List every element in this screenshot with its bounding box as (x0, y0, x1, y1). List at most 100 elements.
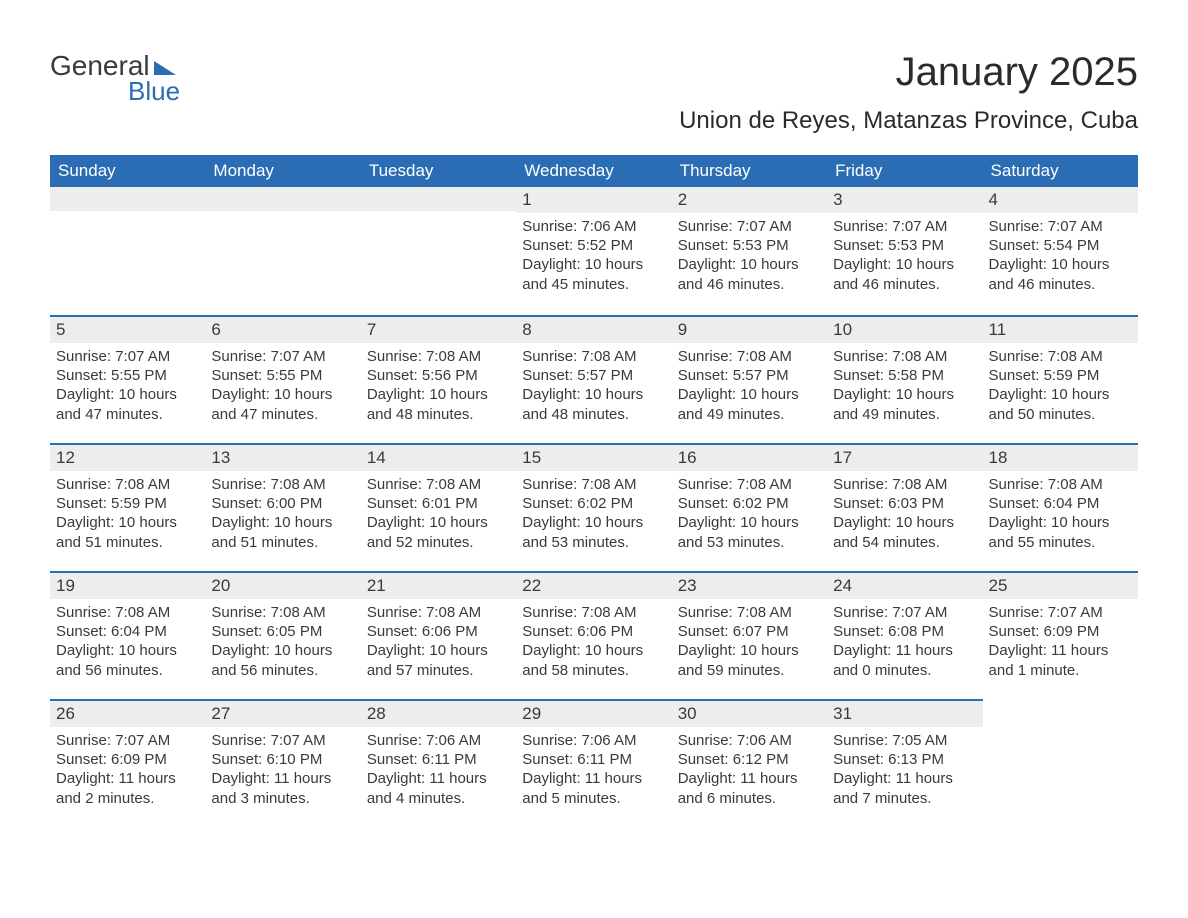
daylight-line: Daylight: 11 hours and 1 minute. (989, 641, 1132, 679)
sunrise-line: Sunrise: 7:07 AM (678, 217, 821, 236)
day-number: 9 (672, 315, 827, 343)
sunset-line: Sunset: 5:52 PM (522, 236, 665, 255)
calendar-cell: 13Sunrise: 7:08 AMSunset: 6:00 PMDayligh… (205, 443, 360, 571)
calendar-table: SundayMondayTuesdayWednesdayThursdayFrid… (50, 155, 1138, 827)
calendar-row: 1Sunrise: 7:06 AMSunset: 5:52 PMDaylight… (50, 187, 1138, 315)
daylight-line: Daylight: 10 hours and 52 minutes. (367, 513, 510, 551)
daylight-line: Daylight: 10 hours and 47 minutes. (56, 385, 199, 423)
sunset-line: Sunset: 6:07 PM (678, 622, 821, 641)
sunrise-line: Sunrise: 7:06 AM (367, 731, 510, 750)
sunset-line: Sunset: 6:11 PM (522, 750, 665, 769)
day-number: 27 (205, 699, 360, 727)
sunrise-line: Sunrise: 7:08 AM (678, 603, 821, 622)
day-number: 12 (50, 443, 205, 471)
day-details: Sunrise: 7:08 AMSunset: 6:06 PMDaylight:… (361, 599, 516, 686)
day-number: 17 (827, 443, 982, 471)
sunset-line: Sunset: 5:57 PM (522, 366, 665, 385)
day-number: 19 (50, 571, 205, 599)
sunrise-line: Sunrise: 7:08 AM (56, 603, 199, 622)
day-details: Sunrise: 7:06 AMSunset: 5:52 PMDaylight:… (516, 213, 671, 300)
weekday-header: Thursday (672, 155, 827, 187)
sunrise-line: Sunrise: 7:08 AM (367, 347, 510, 366)
sunrise-line: Sunrise: 7:08 AM (522, 347, 665, 366)
day-details: Sunrise: 7:08 AMSunset: 6:06 PMDaylight:… (516, 599, 671, 686)
calendar-cell: 17Sunrise: 7:08 AMSunset: 6:03 PMDayligh… (827, 443, 982, 571)
day-number: 22 (516, 571, 671, 599)
daylight-line: Daylight: 10 hours and 46 minutes. (989, 255, 1132, 293)
sunset-line: Sunset: 5:57 PM (678, 366, 821, 385)
daylight-line: Daylight: 11 hours and 4 minutes. (367, 769, 510, 807)
sunrise-line: Sunrise: 7:07 AM (211, 347, 354, 366)
daylight-line: Daylight: 10 hours and 48 minutes. (522, 385, 665, 423)
weekday-header: Sunday (50, 155, 205, 187)
sunrise-line: Sunrise: 7:08 AM (678, 347, 821, 366)
calendar-cell: 20Sunrise: 7:08 AMSunset: 6:05 PMDayligh… (205, 571, 360, 699)
day-details: Sunrise: 7:07 AMSunset: 6:09 PMDaylight:… (50, 727, 205, 814)
calendar-cell: 27Sunrise: 7:07 AMSunset: 6:10 PMDayligh… (205, 699, 360, 827)
daylight-line: Daylight: 10 hours and 51 minutes. (56, 513, 199, 551)
daylight-line: Daylight: 10 hours and 53 minutes. (522, 513, 665, 551)
page-title: January 2025 (679, 50, 1138, 95)
day-number: 4 (983, 187, 1138, 213)
day-details: Sunrise: 7:08 AMSunset: 5:58 PMDaylight:… (827, 343, 982, 430)
calendar-cell: 18Sunrise: 7:08 AMSunset: 6:04 PMDayligh… (983, 443, 1138, 571)
day-number: 7 (361, 315, 516, 343)
day-number: 20 (205, 571, 360, 599)
day-details: Sunrise: 7:08 AMSunset: 6:05 PMDaylight:… (205, 599, 360, 686)
day-number: 16 (672, 443, 827, 471)
calendar-cell: 6 Sunrise: 7:07 AMSunset: 5:55 PMDaylight… (205, 315, 360, 443)
sunrise-line: Sunrise: 7:08 AM (211, 475, 354, 494)
weekday-header: Monday (205, 155, 360, 187)
sunrise-line: Sunrise: 7:08 AM (522, 603, 665, 622)
location-subtitle: Union de Reyes, Matanzas Province, Cuba (679, 107, 1138, 135)
day-details: Sunrise: 7:07 AMSunset: 5:53 PMDaylight:… (672, 213, 827, 300)
day-number: 6 (205, 315, 360, 343)
sunrise-line: Sunrise: 7:08 AM (989, 347, 1132, 366)
day-details: Sunrise: 7:06 AMSunset: 6:11 PMDaylight:… (361, 727, 516, 814)
day-number: 24 (827, 571, 982, 599)
calendar-cell: 23 Sunrise: 7:08 AMSunset: 6:07 PMDayligh… (672, 571, 827, 699)
daylight-line: Daylight: 10 hours and 53 minutes. (678, 513, 821, 551)
sunrise-line: Sunrise: 7:07 AM (56, 347, 199, 366)
sunrise-line: Sunrise: 7:05 AM (833, 731, 976, 750)
brand-triangle-icon (154, 61, 176, 75)
day-number: 23 (672, 571, 827, 599)
sunrise-line: Sunrise: 7:07 AM (989, 603, 1132, 622)
sunset-line: Sunset: 5:58 PM (833, 366, 976, 385)
day-details: Sunrise: 7:07 AMSunset: 6:08 PMDaylight:… (827, 599, 982, 686)
sunrise-line: Sunrise: 7:08 AM (211, 603, 354, 622)
weekday-header: Wednesday (516, 155, 671, 187)
calendar-cell: 12Sunrise: 7:08 AMSunset: 5:59 PMDayligh… (50, 443, 205, 571)
calendar-cell: 24Sunrise: 7:07 AMSunset: 6:08 PMDayligh… (827, 571, 982, 699)
day-number: 11 (983, 315, 1138, 343)
sunrise-line: Sunrise: 7:08 AM (522, 475, 665, 494)
sunrise-line: Sunrise: 7:06 AM (522, 217, 665, 236)
day-details: Sunrise: 7:08 AMSunset: 6:02 PMDaylight:… (516, 471, 671, 558)
day-details: Sunrise: 7:08 AMSunset: 5:59 PMDaylight:… (983, 343, 1138, 430)
sunrise-line: Sunrise: 7:07 AM (56, 731, 199, 750)
daylight-line: Daylight: 10 hours and 56 minutes. (56, 641, 199, 679)
day-details: Sunrise: 7:06 AMSunset: 6:12 PMDaylight:… (672, 727, 827, 814)
calendar-cell: 1Sunrise: 7:06 AMSunset: 5:52 PMDaylight… (516, 187, 671, 315)
daylight-line: Daylight: 10 hours and 47 minutes. (211, 385, 354, 423)
sunset-line: Sunset: 5:53 PM (678, 236, 821, 255)
weekday-header-row: SundayMondayTuesdayWednesdayThursdayFrid… (50, 155, 1138, 187)
calendar-cell: 7Sunrise: 7:08 AMSunset: 5:56 PMDaylight… (361, 315, 516, 443)
daylight-line: Daylight: 10 hours and 59 minutes. (678, 641, 821, 679)
sunrise-line: Sunrise: 7:06 AM (522, 731, 665, 750)
day-details: Sunrise: 7:07 AMSunset: 6:10 PMDaylight:… (205, 727, 360, 814)
sunset-line: Sunset: 5:55 PM (211, 366, 354, 385)
day-number: 1 (516, 187, 671, 213)
sunset-line: Sunset: 6:09 PM (56, 750, 199, 769)
sunset-line: Sunset: 6:02 PM (678, 494, 821, 513)
calendar-cell: 8Sunrise: 7:08 AMSunset: 5:57 PMDaylight… (516, 315, 671, 443)
day-number: 29 (516, 699, 671, 727)
sunset-line: Sunset: 6:01 PM (367, 494, 510, 513)
day-number: 28 (361, 699, 516, 727)
calendar-body: 1Sunrise: 7:06 AMSunset: 5:52 PMDaylight… (50, 187, 1138, 827)
day-number: 18 (983, 443, 1138, 471)
calendar-cell: 9Sunrise: 7:08 AMSunset: 5:57 PMDaylight… (672, 315, 827, 443)
day-details: Sunrise: 7:08 AMSunset: 5:59 PMDaylight:… (50, 471, 205, 558)
sunset-line: Sunset: 6:08 PM (833, 622, 976, 641)
day-number: 3 (827, 187, 982, 213)
